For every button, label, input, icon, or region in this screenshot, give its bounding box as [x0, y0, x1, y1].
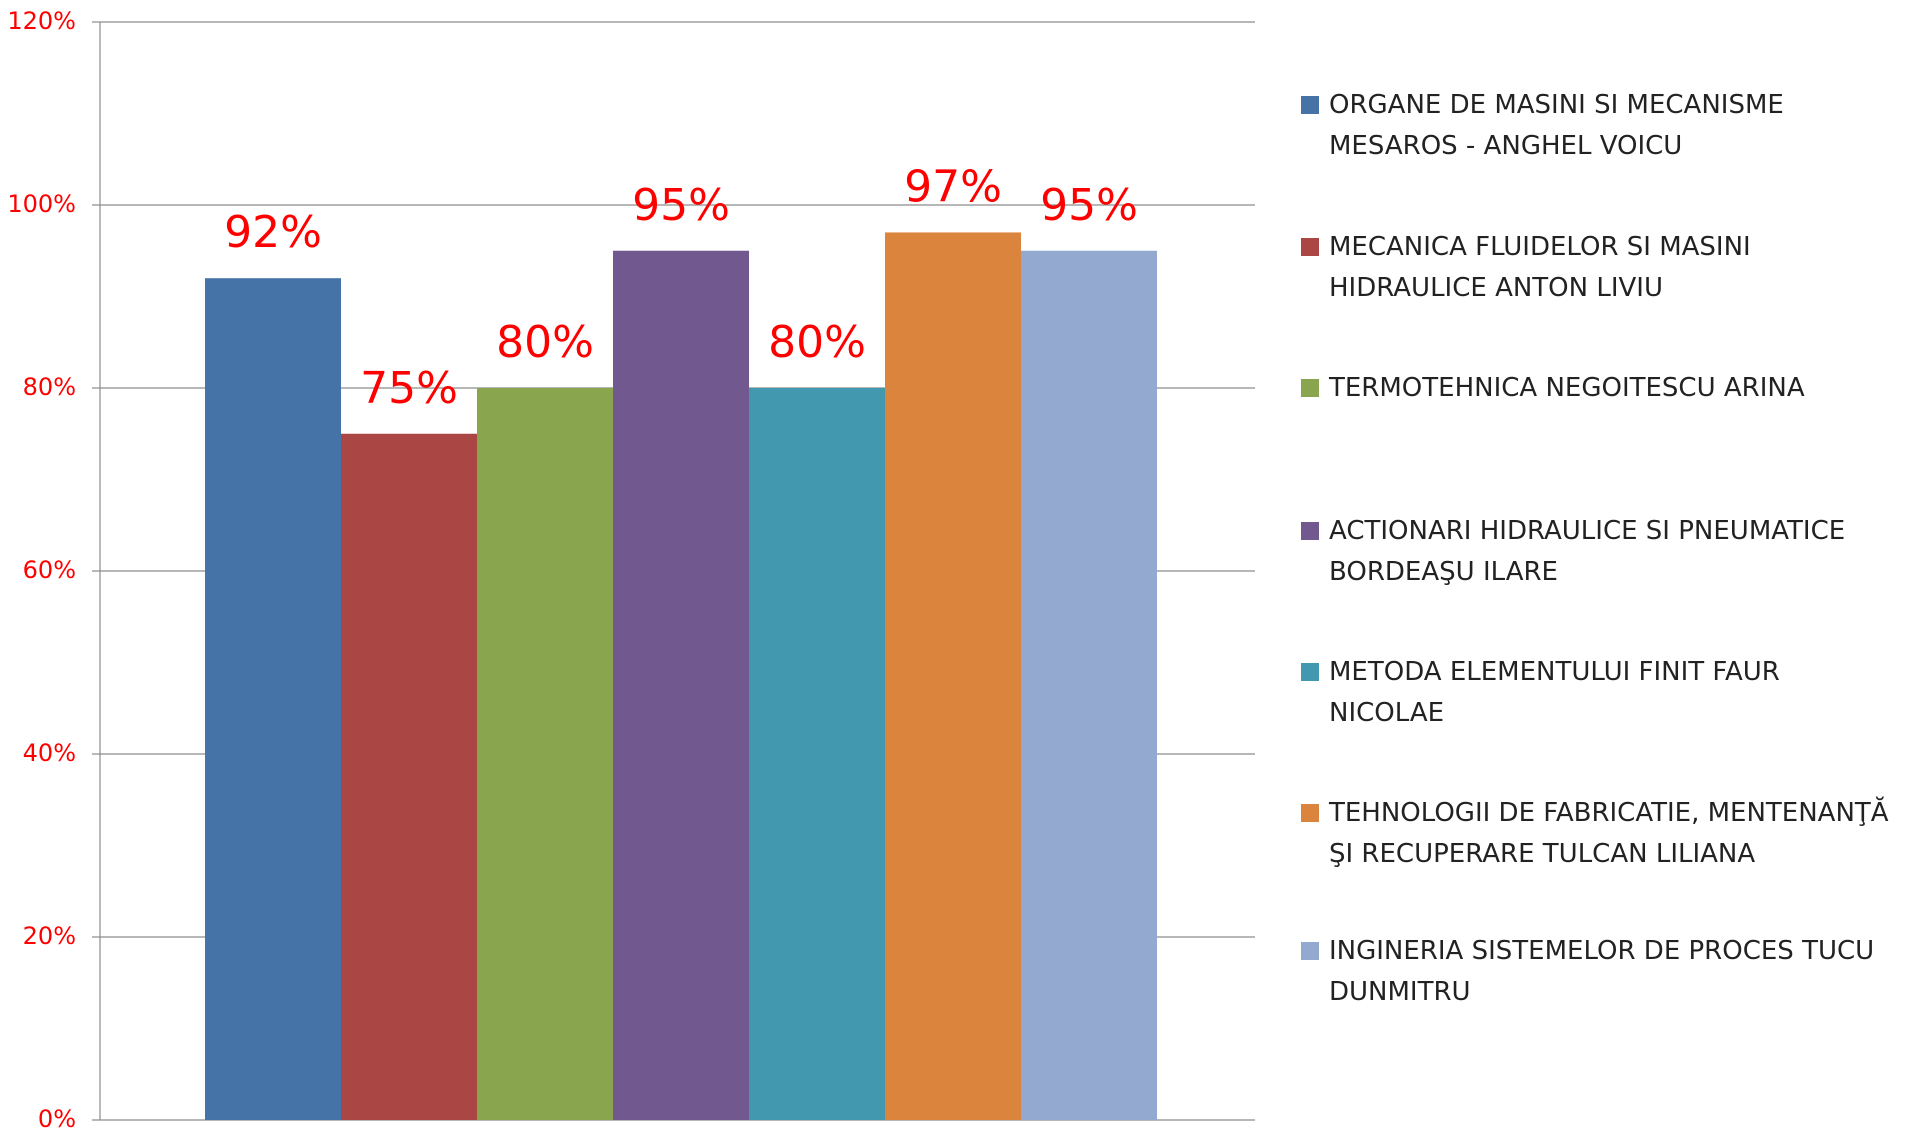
legend-line: NICOLAE — [1329, 698, 1444, 728]
legend-swatch — [1301, 238, 1319, 256]
legend-line: INGINERIA SISTEMELOR DE PROCES TUCU — [1329, 936, 1874, 966]
data-label: 80% — [496, 317, 594, 368]
bar — [205, 278, 341, 1120]
y-tick-label: 80% — [23, 373, 76, 401]
legend-line: TEHNOLOGII DE FABRICATIE, MENTENANŢĂ — [1328, 795, 1889, 828]
legend-line: TERMOTEHNICA NEGOITESCU ARINA — [1328, 373, 1805, 403]
data-label: 80% — [768, 317, 866, 368]
y-tick-label: 20% — [23, 922, 76, 950]
y-tick-label: 40% — [23, 739, 76, 767]
legend-swatch — [1301, 96, 1319, 114]
bar — [341, 433, 477, 1120]
legend-line: HIDRAULICE ANTON LIVIU — [1329, 273, 1663, 303]
y-tick-label: 120% — [7, 7, 76, 35]
y-tick-label: 100% — [7, 190, 76, 218]
legend-label: METODA ELEMENTULUI FINIT FAUR NICOLAE — [1329, 657, 1780, 728]
data-label: 92% — [224, 207, 322, 258]
bar — [477, 388, 613, 1120]
legend-label: MECANICA FLUIDELOR SI MASINI HIDRAULICE A… — [1329, 232, 1751, 303]
legend-swatch — [1301, 663, 1319, 681]
legend-swatch — [1301, 379, 1319, 397]
legend-line: ŞI RECUPERARE TULCAN LILIANA — [1329, 839, 1755, 869]
bar — [885, 232, 1021, 1120]
legend-label: ACTIONARI HIDRAULICE SI PNEUMATICE BORDEA… — [1329, 516, 1845, 587]
legend-label: TEHNOLOGII DE FABRICATIE, MENTENANŢĂ ŞI R… — [1328, 795, 1889, 869]
legend-swatch — [1301, 804, 1319, 822]
bar — [749, 388, 885, 1120]
bar — [1021, 250, 1157, 1120]
y-tick-label: 0% — [38, 1105, 76, 1133]
y-tick-label: 60% — [23, 556, 76, 584]
legend-line: MESAROS - ANGHEL VOICU — [1329, 131, 1682, 161]
data-label: 75% — [360, 363, 458, 414]
legend-label: ORGANE DE MASINI SI MECANISME MESAROS - A… — [1329, 90, 1784, 161]
legend-line: BORDEAŞU ILARE — [1329, 557, 1558, 587]
data-label: 95% — [632, 180, 730, 231]
legend-label: INGINERIA SISTEMELOR DE PROCES TUCU DUNMI… — [1329, 936, 1874, 1007]
bar — [613, 250, 749, 1120]
legend-line: METODA ELEMENTULUI FINIT FAUR — [1329, 657, 1780, 687]
legend-line: MECANICA FLUIDELOR SI MASINI — [1329, 232, 1751, 262]
legend-swatch — [1301, 942, 1319, 960]
data-label: 95% — [1040, 180, 1138, 231]
legend-line: ACTIONARI HIDRAULICE SI PNEUMATICE — [1329, 516, 1845, 546]
legend-line: ORGANE DE MASINI SI MECANISME — [1329, 90, 1784, 120]
data-label: 97% — [904, 161, 1002, 212]
legend-line: DUNMITRU — [1329, 977, 1471, 1007]
legend-label: TERMOTEHNICA NEGOITESCU ARINA — [1328, 373, 1805, 403]
legend-swatch — [1301, 522, 1319, 540]
